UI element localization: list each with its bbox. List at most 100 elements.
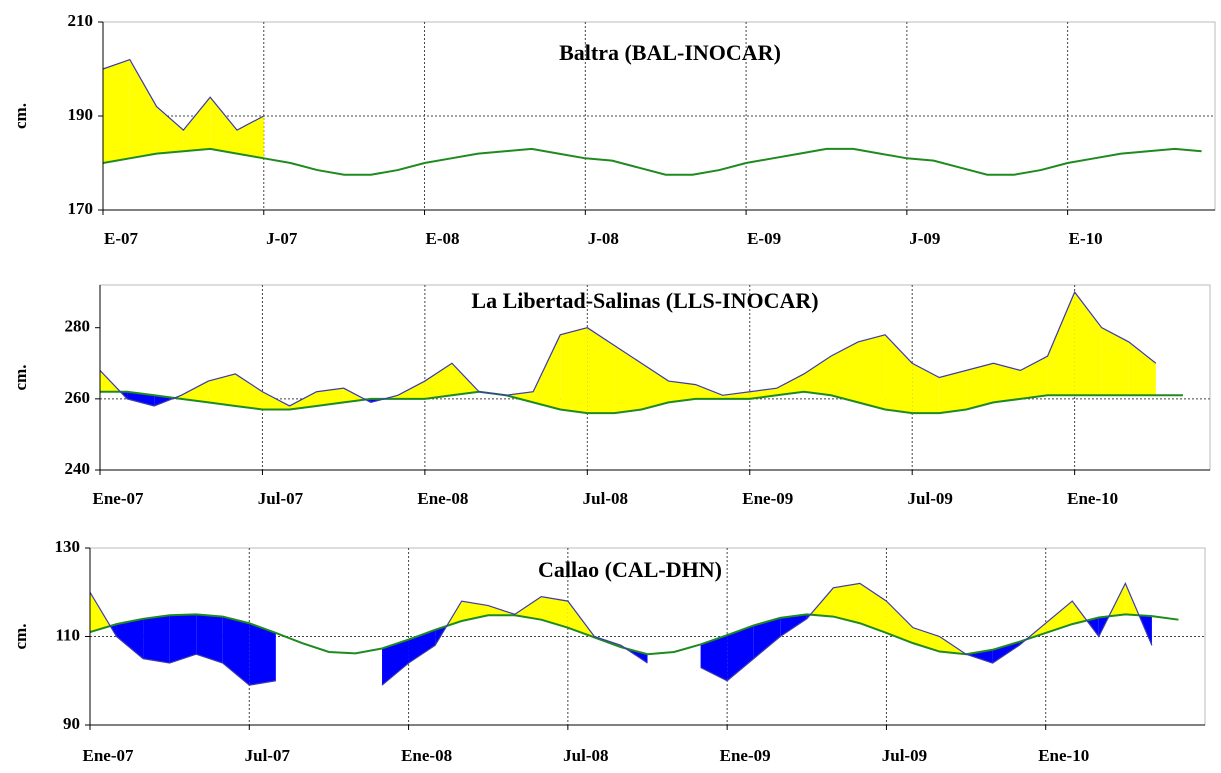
anomaly-fill xyxy=(169,614,197,664)
anomaly-fill xyxy=(912,363,940,414)
anomaly-fill xyxy=(966,649,993,664)
anomaly-fill xyxy=(1020,356,1048,399)
anomaly-fill xyxy=(700,635,728,681)
anomaly-fill xyxy=(858,334,886,410)
chart-title: La Libertad-Salinas (LLS-INOCAR) xyxy=(471,288,818,313)
anomaly-fill xyxy=(210,97,237,154)
anomaly-fill xyxy=(289,391,317,410)
anomaly-fill xyxy=(830,341,859,403)
y-tick-label: 280 xyxy=(65,317,91,336)
anomaly-fill xyxy=(886,601,913,644)
series-line xyxy=(100,390,1183,415)
anomaly-fill xyxy=(939,370,967,414)
anomaly-fill xyxy=(885,334,913,414)
series-line xyxy=(102,58,265,131)
anomaly-fill xyxy=(727,625,754,681)
y-tick-label: 240 xyxy=(65,459,91,478)
anomaly-fill xyxy=(103,59,130,163)
anomaly-fill xyxy=(993,363,1021,403)
y-tick-label: 260 xyxy=(65,388,91,407)
anomaly-fill xyxy=(749,388,777,399)
x-tick-label: E-07 xyxy=(104,229,139,248)
anomaly-fill xyxy=(424,363,452,399)
anomaly-fill xyxy=(262,391,290,410)
anomaly-fill xyxy=(382,639,409,686)
x-tick-label: E-08 xyxy=(426,229,460,248)
x-tick-label: J-08 xyxy=(588,229,619,248)
anomaly-fill xyxy=(668,381,696,403)
y-tick-label: 90 xyxy=(63,714,80,733)
anomaly-fill xyxy=(343,388,366,403)
anomaly-fill xyxy=(966,363,994,410)
anomaly-fill xyxy=(156,106,184,154)
anomaly-fill xyxy=(560,327,588,414)
x-tick-label: Ene-07 xyxy=(83,746,135,765)
anomaly-fill xyxy=(992,641,1020,664)
chart-title: Callao (CAL-DHN) xyxy=(538,557,722,582)
x-tick-label: E-10 xyxy=(1069,229,1103,248)
y-axis-label: cm. xyxy=(11,365,30,391)
anomaly-fill xyxy=(753,617,781,659)
anomaly-fill xyxy=(641,363,669,410)
y-axis-label: cm. xyxy=(11,103,30,129)
anomaly-fill xyxy=(833,583,860,624)
anomaly-fill xyxy=(1074,292,1102,396)
anomaly-fill xyxy=(1128,341,1156,396)
anomaly-fill xyxy=(316,388,344,406)
chart-title: Baltra (BAL-INOCAR) xyxy=(559,40,781,65)
series-line xyxy=(89,581,1153,686)
anomaly-fill xyxy=(1019,639,1027,646)
x-tick-label: J-07 xyxy=(266,229,298,248)
x-tick-label: Ene-07 xyxy=(93,489,145,508)
anomaly-fill xyxy=(695,384,723,399)
x-tick-label: Ene-08 xyxy=(417,489,468,508)
anomaly-fill xyxy=(1101,327,1129,396)
x-tick-label: Ene-10 xyxy=(1067,489,1118,508)
anomaly-fill xyxy=(249,623,276,686)
anomaly-fill xyxy=(1045,601,1073,633)
anomaly-fill xyxy=(129,59,157,159)
x-tick-label: E-09 xyxy=(747,229,781,248)
y-tick-label: 170 xyxy=(68,199,94,218)
anomaly-fill xyxy=(451,363,480,396)
series-line xyxy=(102,147,1202,176)
x-tick-label: J-09 xyxy=(909,229,940,248)
x-tick-label: Ene-10 xyxy=(1038,746,1089,765)
x-tick-label: Jul-08 xyxy=(563,746,608,765)
anomaly-fill xyxy=(116,618,144,659)
anomaly-fill xyxy=(397,381,425,399)
x-tick-label: Jul-09 xyxy=(882,746,927,765)
anomaly-fill xyxy=(183,97,211,152)
anomaly-fill xyxy=(722,391,750,399)
anomaly-fill xyxy=(196,614,223,664)
series-line xyxy=(99,290,1157,407)
anomaly-fill xyxy=(533,334,561,410)
anomaly-fill xyxy=(803,356,831,396)
anomaly-fill xyxy=(541,596,568,628)
anomaly-fill xyxy=(776,373,804,396)
y-tick-label: 130 xyxy=(55,537,81,556)
anomaly-fill xyxy=(859,583,887,633)
x-tick-label: Jul-07 xyxy=(245,746,291,765)
y-tick-label: 190 xyxy=(68,105,94,124)
y-tick-label: 110 xyxy=(55,625,80,644)
anomaly-fill xyxy=(181,381,209,403)
x-tick-label: Jul-07 xyxy=(258,489,304,508)
anomaly-fill xyxy=(236,116,264,159)
y-axis-label: cm. xyxy=(11,624,30,650)
y-tick-label: 210 xyxy=(68,11,94,30)
anomaly-fill xyxy=(780,614,807,637)
x-tick-label: Jul-09 xyxy=(908,489,953,508)
x-tick-label: Jul-08 xyxy=(583,489,628,508)
anomaly-fill xyxy=(587,327,615,414)
anomaly-fill xyxy=(1047,292,1075,396)
x-tick-label: Ene-08 xyxy=(401,746,452,765)
anomaly-fill xyxy=(514,596,542,620)
x-tick-label: Ene-09 xyxy=(720,746,771,765)
series-line xyxy=(89,613,1179,656)
x-tick-label: Ene-09 xyxy=(742,489,793,508)
anomaly-fill xyxy=(143,615,170,664)
anomaly-fill xyxy=(912,627,940,652)
